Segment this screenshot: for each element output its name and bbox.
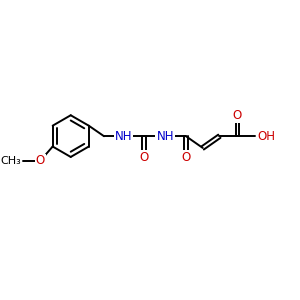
Text: O: O xyxy=(140,151,149,164)
Text: O: O xyxy=(182,151,191,164)
Text: NH: NH xyxy=(115,130,132,143)
Text: CH₃: CH₃ xyxy=(1,156,22,166)
Text: O: O xyxy=(35,154,45,167)
Text: O: O xyxy=(233,109,242,122)
Text: NH: NH xyxy=(156,130,174,143)
Text: OH: OH xyxy=(257,130,275,143)
